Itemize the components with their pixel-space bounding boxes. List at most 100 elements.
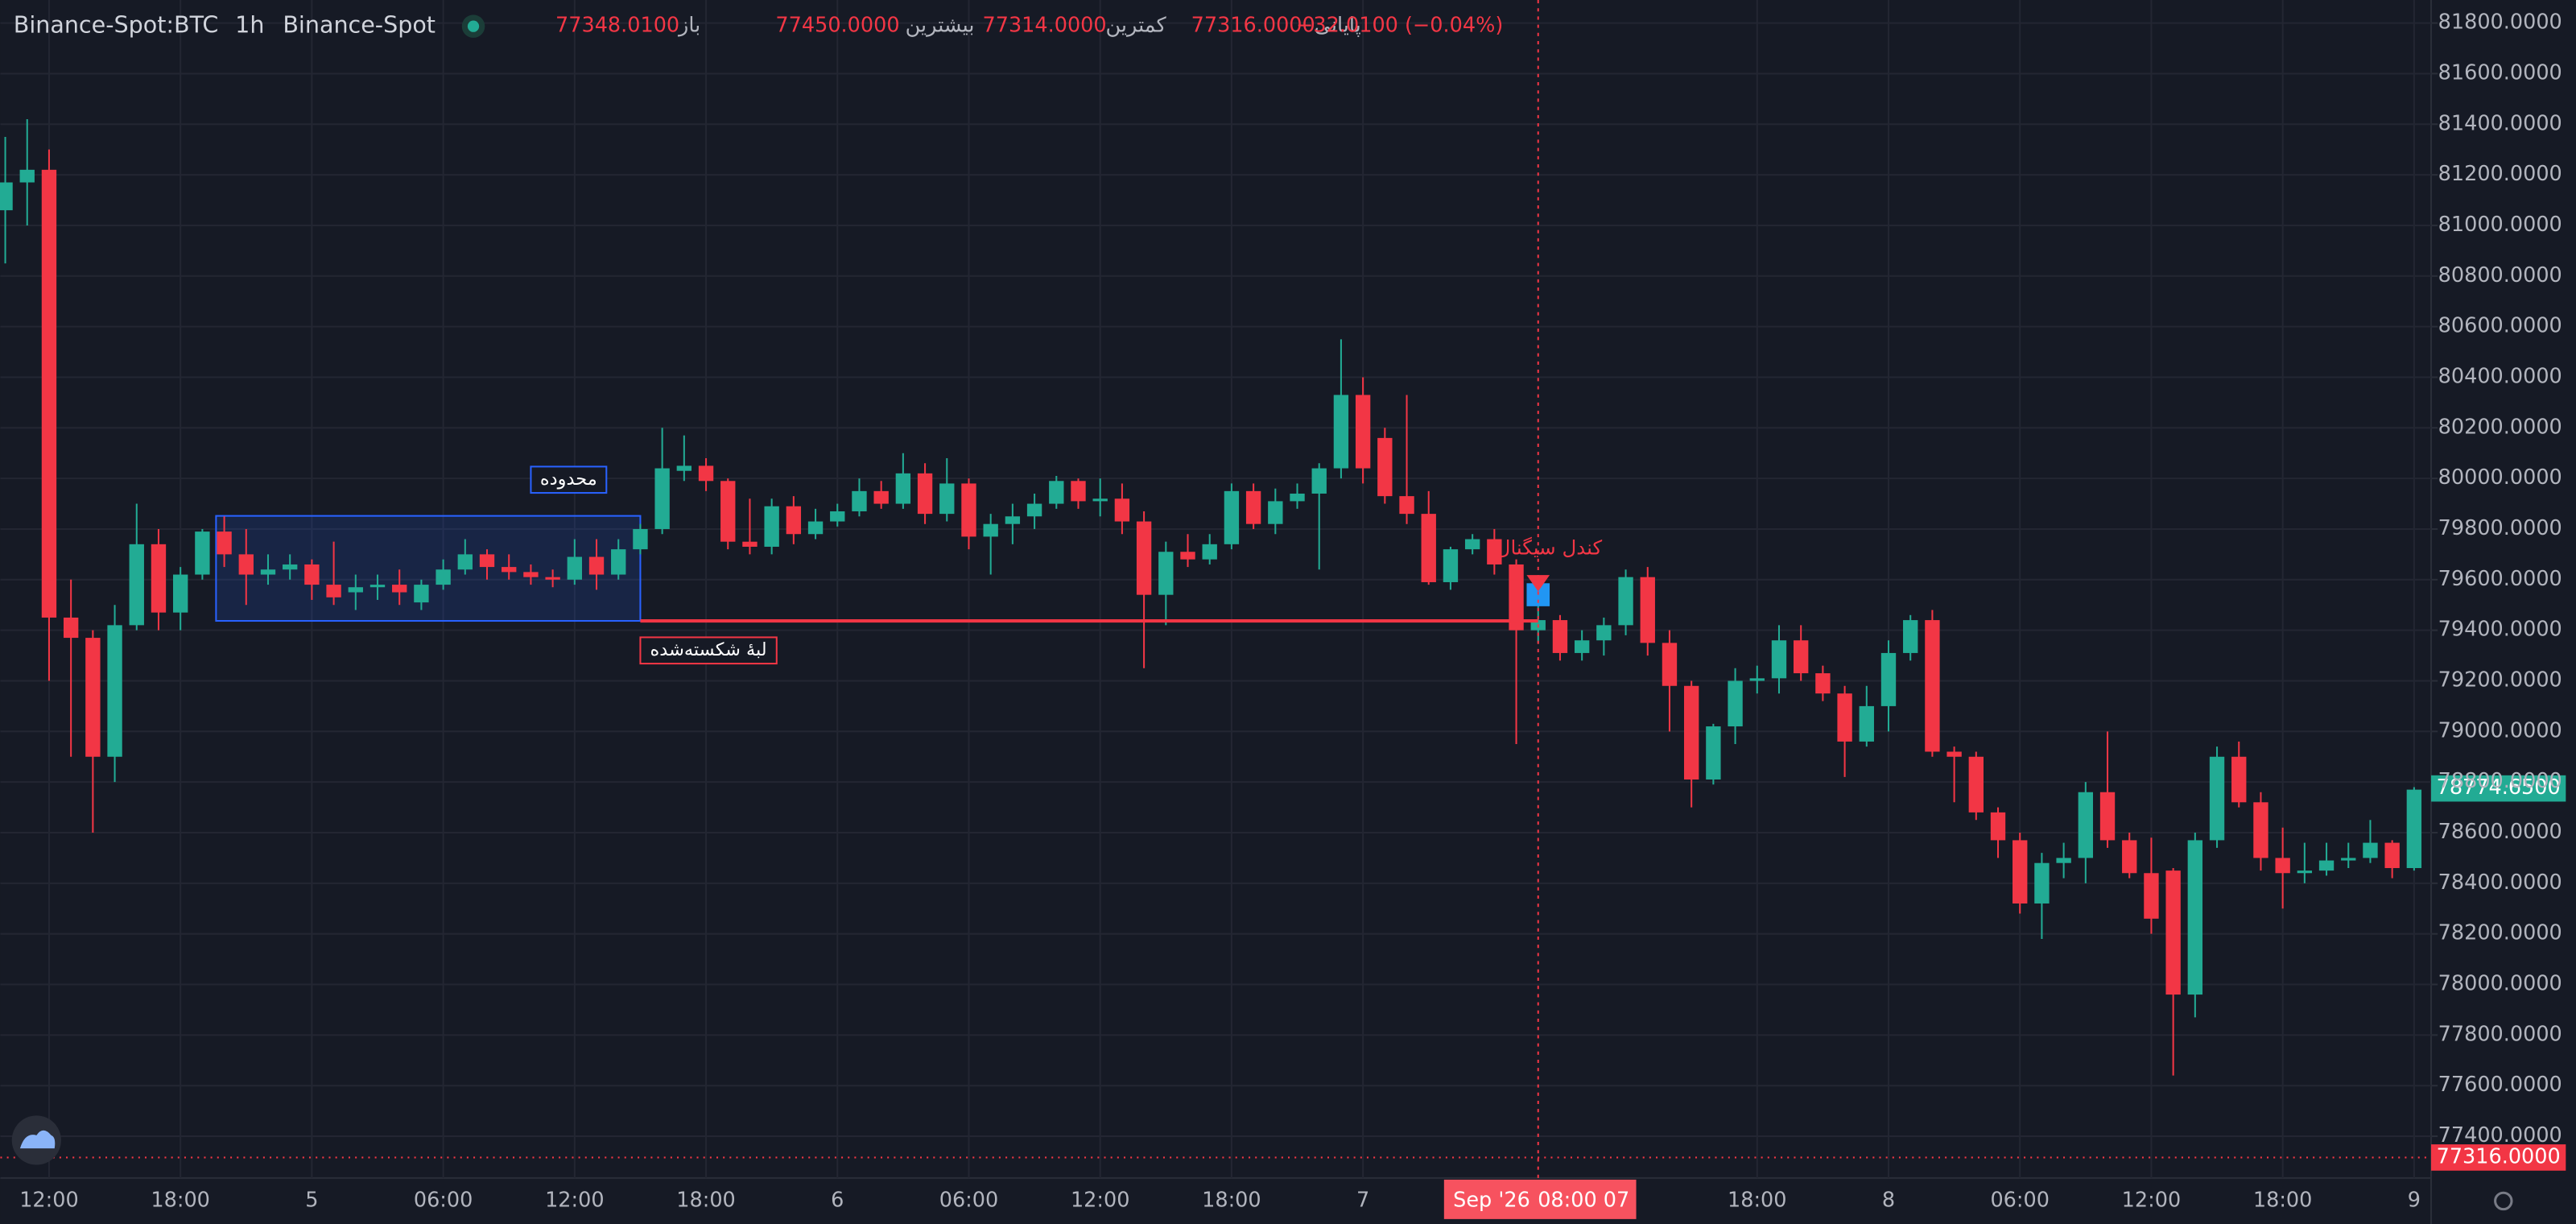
interval: 1h	[235, 11, 264, 39]
y-tick-label: 81800.0000	[2438, 10, 2562, 35]
candle-body	[523, 572, 539, 577]
y-tick-label: 80400.0000	[2438, 364, 2562, 388]
candle-body	[1640, 577, 1655, 643]
candle-body	[1443, 549, 1459, 582]
candle-body	[2013, 840, 2028, 904]
y-tick-label: 79000.0000	[2438, 718, 2562, 742]
y-tick-label: 79800.0000	[2438, 516, 2562, 540]
ohlc-value: 77348.0100	[555, 14, 679, 38]
y-tick-label: 78200.0000	[2438, 921, 2562, 945]
x-tick-label: 18:00	[1728, 1188, 1787, 1212]
edge-label: لبهٔ شکسته‌شده	[650, 639, 767, 660]
candle-body	[1618, 577, 1633, 626]
candle-body	[720, 481, 736, 542]
ohlc-value: 77450.0000	[775, 14, 899, 38]
x-tick-label: 6	[831, 1188, 844, 1212]
candle-body	[1399, 496, 1414, 515]
candle-body	[1158, 552, 1174, 595]
candle-body	[1487, 539, 1502, 564]
price-label-box	[2431, 775, 2566, 802]
candle-body	[283, 564, 298, 570]
x-tick-label: 8	[1882, 1188, 1895, 1212]
x-tick-label: 12:00	[545, 1188, 605, 1212]
candle-body	[1925, 620, 1940, 752]
candle-body	[217, 531, 232, 555]
candle-body	[1136, 521, 1152, 595]
candle-body	[2253, 802, 2268, 858]
y-tick-label: 79400.0000	[2438, 618, 2562, 642]
candle-body	[939, 483, 955, 515]
range-label-box	[530, 465, 608, 494]
y-tick-label: 81600.0000	[2438, 60, 2562, 85]
candle-body	[2231, 756, 2247, 803]
candle-body	[1377, 437, 1393, 497]
candle-body	[1005, 516, 1021, 524]
x-tick-label: 12:00	[19, 1188, 79, 1212]
y-tick-label: 80200.0000	[2438, 415, 2562, 439]
edge-label-box	[639, 636, 778, 665]
y-tick-label: 80800.0000	[2438, 263, 2562, 287]
candle-body	[1224, 490, 1240, 544]
candle-body	[1837, 693, 1852, 742]
change: −32.0100 (−0.04%)	[1296, 14, 1503, 38]
candle-body	[895, 473, 911, 504]
candle-body	[1509, 564, 1524, 631]
y-tick-label: 78800.0000	[2438, 769, 2562, 793]
candle-body	[1421, 514, 1436, 582]
candle-body	[2122, 840, 2137, 874]
y-tick-label: 80000.0000	[2438, 465, 2562, 490]
candle-body	[2406, 789, 2422, 868]
ohlc-value: 77316.0000	[1191, 14, 1315, 38]
candle-body	[764, 506, 779, 547]
candle-body	[742, 541, 758, 547]
candle-body	[588, 556, 605, 575]
candle-body	[151, 544, 167, 613]
candle-body	[1771, 640, 1787, 679]
range-label: محدوده	[540, 469, 597, 490]
ohlc-name: باز	[677, 14, 700, 38]
crosshair-date: Sep '26	[1453, 1188, 1530, 1212]
candle-body	[1026, 503, 1042, 517]
candle-body	[457, 554, 473, 570]
candle-body	[0, 182, 13, 211]
y-tick-label: 77600.0000	[2438, 1073, 2562, 1097]
y-tick-label: 81200.0000	[2438, 162, 2562, 186]
candle-body	[2165, 870, 2181, 995]
crosshair-time: 08:00 07	[1538, 1188, 1629, 1212]
candle-body	[369, 585, 386, 588]
candle-body	[1903, 620, 1918, 653]
x-tick-label: 5	[305, 1188, 318, 1212]
candle-body	[304, 564, 320, 585]
grid	[0, 0, 2438, 1178]
candle-body	[1245, 490, 1261, 524]
candle-body	[698, 465, 714, 482]
candle-body	[611, 549, 626, 575]
candle-body	[2034, 862, 2050, 904]
y-tick-label: 78600.0000	[2438, 820, 2562, 844]
x-tick-label: 18:00	[2253, 1188, 2313, 1212]
candle-body	[1596, 625, 1612, 641]
candle-body	[195, 531, 210, 575]
candle-body	[1552, 620, 1568, 653]
candle-body	[2209, 756, 2225, 841]
candle-body	[852, 490, 867, 511]
candle-body	[414, 585, 429, 603]
candle-body	[2078, 792, 2094, 858]
candle-body	[1092, 498, 1108, 502]
candle-body	[1311, 468, 1327, 494]
x-tick-label: 06:00	[414, 1188, 473, 1212]
candle-body	[348, 587, 363, 593]
candle-body	[2056, 858, 2071, 863]
candle-body	[1815, 673, 1831, 694]
ohlc-name: پایانی	[1315, 14, 1361, 38]
candle-body	[502, 567, 517, 573]
candle-body	[1071, 481, 1086, 502]
candle-body	[2297, 870, 2313, 874]
candle-body	[1794, 640, 1809, 674]
candle-body	[172, 574, 188, 613]
plot	[0, 118, 2422, 1076]
settings-icon[interactable]	[2494, 1191, 2513, 1211]
